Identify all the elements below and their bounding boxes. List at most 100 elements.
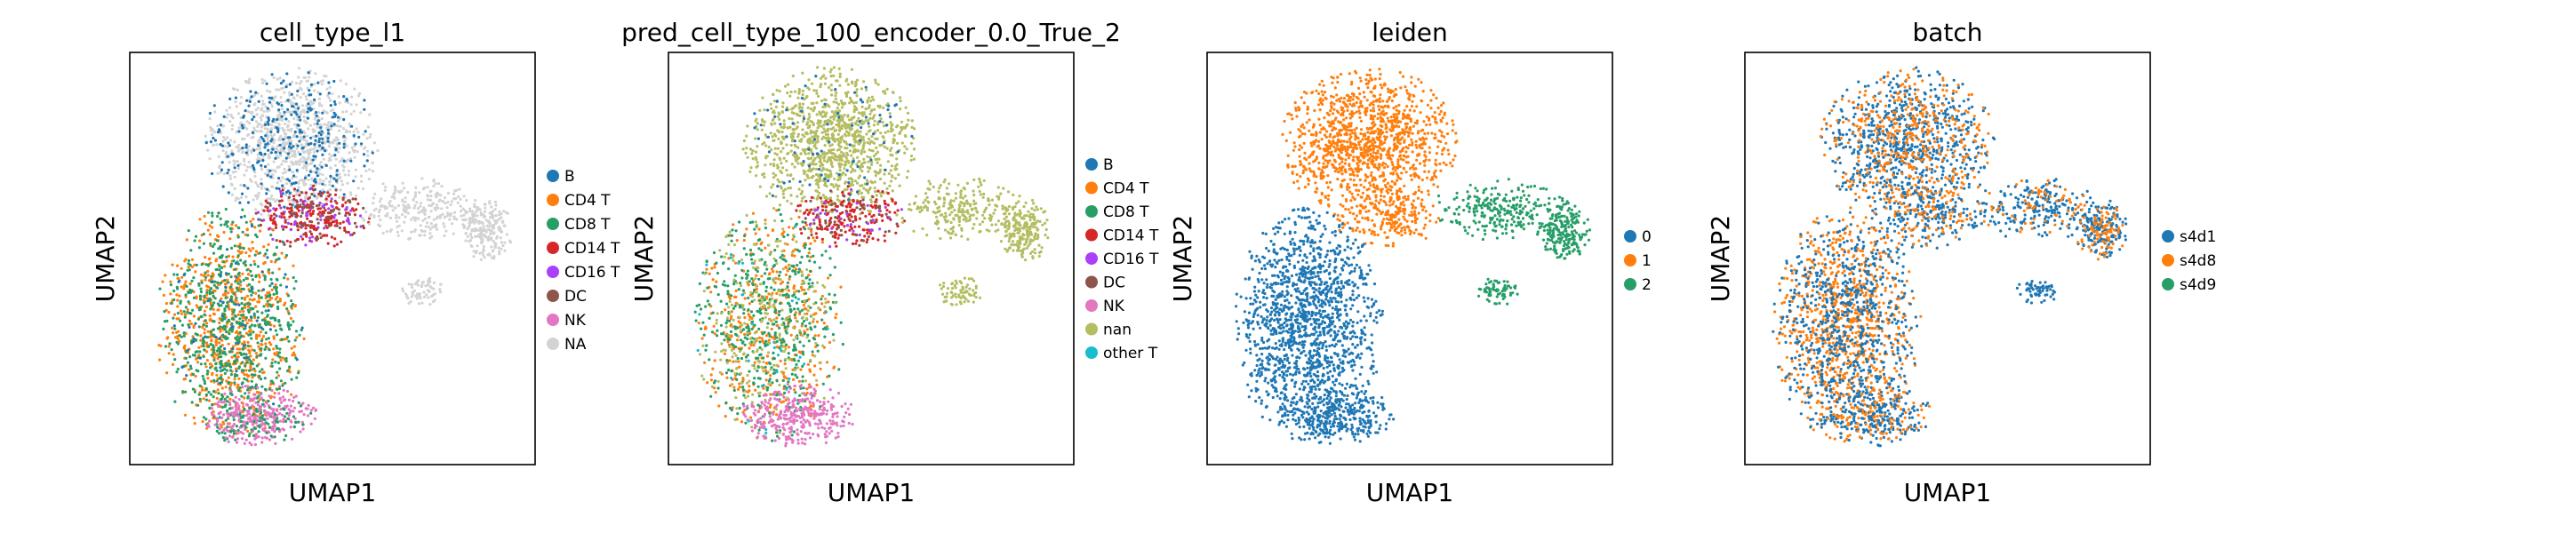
data-point — [856, 130, 860, 133]
data-point — [836, 198, 840, 202]
data-point — [225, 150, 228, 155]
data-point — [200, 315, 204, 319]
data-point — [250, 379, 253, 383]
data-point — [265, 436, 268, 440]
legend-label: B — [564, 168, 575, 186]
data-point — [235, 145, 238, 149]
data-point — [212, 378, 216, 382]
data-point — [212, 312, 216, 315]
data-point — [820, 83, 823, 86]
data-point — [228, 298, 232, 302]
data-point — [844, 92, 849, 97]
data-point — [167, 345, 171, 348]
data-point — [410, 295, 413, 298]
data-point — [284, 132, 288, 136]
data-point — [236, 355, 240, 359]
data-point — [250, 112, 253, 115]
data-point — [484, 203, 487, 206]
data-point — [246, 147, 250, 151]
data-point — [789, 149, 793, 153]
data-point — [804, 96, 808, 99]
data-point — [777, 111, 780, 115]
data-point — [292, 399, 295, 403]
data-point — [258, 419, 261, 423]
data-point — [340, 240, 343, 243]
data-point — [308, 162, 312, 165]
data-point — [215, 402, 219, 406]
data-point — [225, 379, 228, 383]
data-point — [286, 206, 290, 211]
data-point — [413, 194, 418, 197]
data-point — [212, 390, 215, 394]
data-point — [209, 287, 213, 290]
data-point — [233, 354, 237, 357]
data-point — [334, 179, 338, 182]
data-point — [206, 274, 210, 277]
data-point — [359, 111, 363, 115]
data-point — [227, 440, 230, 443]
data-point — [278, 143, 282, 147]
data-point — [206, 299, 210, 303]
data-point — [340, 204, 344, 208]
data-point — [287, 327, 292, 331]
data-point — [816, 183, 820, 187]
data-point — [865, 132, 868, 136]
data-point — [271, 147, 275, 151]
data-point — [270, 282, 274, 285]
data-point — [309, 99, 313, 103]
data-point — [266, 109, 269, 113]
data-point — [301, 166, 305, 170]
data-point — [414, 294, 418, 298]
data-point — [222, 401, 226, 404]
data-point — [465, 198, 468, 203]
data-point — [297, 225, 300, 228]
data-point — [267, 213, 271, 217]
data-point — [244, 276, 248, 280]
data-point — [844, 147, 847, 150]
data-point — [865, 179, 869, 182]
data-point — [808, 115, 812, 119]
data-point — [500, 230, 503, 234]
data-point — [241, 137, 244, 140]
data-point — [372, 141, 376, 145]
data-point — [260, 125, 264, 129]
data-point — [260, 368, 264, 371]
data-point — [838, 84, 842, 87]
data-point — [205, 290, 209, 294]
data-point — [834, 139, 837, 143]
data-point — [811, 82, 814, 85]
data-point — [250, 443, 253, 447]
data-point — [258, 334, 261, 338]
data-point — [236, 341, 240, 345]
data-point — [220, 405, 224, 409]
data-point — [289, 316, 292, 320]
data-point — [257, 191, 260, 195]
data-point — [243, 442, 246, 445]
data-point — [208, 117, 212, 121]
legend-label: CD4 T — [564, 192, 611, 210]
data-point — [290, 102, 293, 106]
data-point — [185, 238, 188, 242]
data-point — [197, 354, 201, 357]
data-point — [229, 115, 233, 118]
data-point — [225, 305, 228, 308]
data-point — [404, 211, 407, 214]
data-point — [249, 178, 252, 181]
data-point — [229, 227, 233, 230]
data-point — [428, 285, 432, 289]
data-point — [279, 100, 283, 104]
data-point — [208, 157, 212, 161]
data-point — [284, 285, 288, 289]
data-point — [182, 331, 186, 335]
data-point — [327, 159, 331, 163]
data-point — [216, 124, 220, 128]
data-point — [324, 140, 327, 144]
data-point — [278, 367, 282, 370]
data-point — [824, 115, 828, 118]
data-point — [240, 192, 244, 195]
data-point — [280, 328, 284, 331]
data-point — [276, 346, 279, 350]
data-point — [318, 163, 322, 167]
data-point — [244, 323, 247, 328]
data-point — [294, 102, 299, 106]
